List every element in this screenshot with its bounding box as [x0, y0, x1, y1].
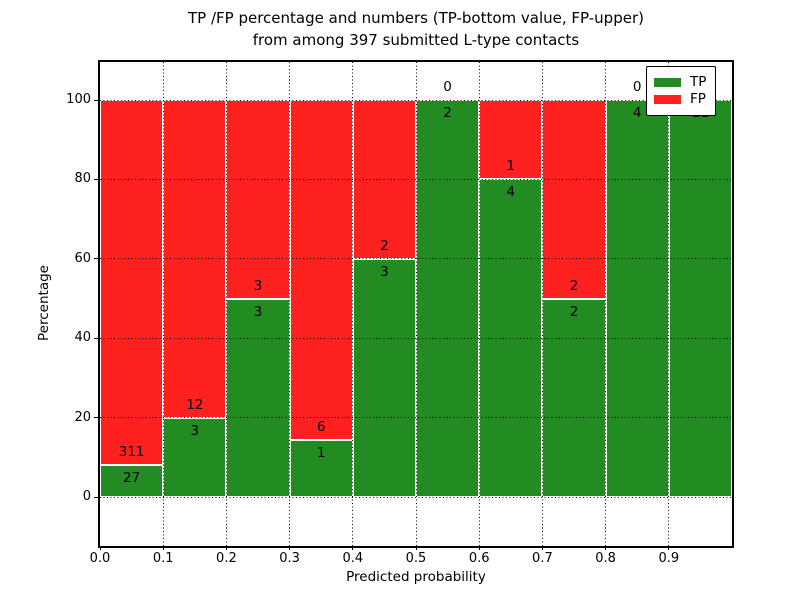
tp-bar-segment: [100, 465, 164, 497]
tp-count-label: 4: [632, 105, 642, 121]
tp-count-label: 2: [443, 105, 452, 121]
x-tick-mark: [415, 546, 417, 550]
x-tick-mark: [668, 546, 670, 550]
y-gridline: [100, 178, 732, 180]
fp-bar-segment: [100, 100, 164, 466]
tp-bar-segment: [352, 258, 416, 497]
tp-bar-segment: [163, 417, 227, 497]
tp-count-label: 3: [190, 422, 200, 439]
x-tick-label: 0.5: [405, 551, 427, 566]
x-gridline: [415, 62, 417, 546]
y-tick-mark: [94, 99, 98, 101]
y-gridline: [100, 496, 732, 498]
x-tick-mark: [225, 546, 227, 550]
fp-count-label: 2: [569, 277, 579, 294]
x-gridline: [541, 62, 543, 546]
tp-bar-segment: [605, 100, 669, 497]
y-tick-label: 20: [74, 409, 91, 425]
x-tick-label: 0.0: [89, 551, 111, 566]
x-tick-label: 0.9: [658, 551, 680, 566]
y-tick-label: 80: [74, 171, 91, 187]
y-axis-label: Percentage: [36, 265, 52, 341]
tp-bar-segment: [226, 298, 290, 497]
x-gridline: [605, 62, 607, 546]
fp-bar-segment: [542, 100, 606, 299]
fp-count-label: 0: [632, 79, 642, 95]
fp-count-label: 2: [380, 237, 389, 254]
tp-bar-segment: [668, 100, 732, 497]
x-tick-label: 0.6: [468, 551, 490, 566]
tp-count-label: 3: [380, 263, 389, 280]
x-gridline: [162, 62, 164, 546]
x-tick-mark: [162, 546, 164, 550]
x-tick-label: 0.2: [216, 551, 237, 566]
y-tick-mark: [94, 496, 98, 498]
tp-count-label: 1: [316, 445, 326, 462]
x-gridline: [668, 62, 670, 546]
x-tick-mark: [289, 546, 291, 550]
x-gridline: [289, 62, 291, 546]
y-gridline: [100, 258, 732, 260]
chart-title: TP /FP percentage and numbers (TP-bottom…: [98, 7, 734, 51]
legend-entry-tp: TP: [654, 75, 706, 90]
fp-bar-segment: [226, 100, 290, 299]
legend: TP FP: [646, 66, 717, 116]
y-gridline: [100, 99, 732, 101]
y-tick-label: 60: [74, 250, 91, 266]
tp-legend-swatch: [654, 78, 681, 87]
y-tick-label: 100: [66, 92, 91, 107]
fp-legend-label: FP: [690, 91, 706, 107]
x-tick-label: 0.8: [595, 551, 616, 566]
x-gridline: [352, 62, 354, 546]
x-tick-mark: [352, 546, 354, 550]
x-tick-label: 0.7: [532, 551, 553, 566]
x-tick-mark: [478, 546, 480, 550]
x-axis-label: Predicted probability: [346, 569, 486, 585]
y-tick-label: 40: [74, 330, 91, 346]
fp-legend-swatch: [654, 95, 681, 104]
y-gridline: [100, 337, 732, 339]
chart-title-line2: from among 397 submitted L-type contacts: [252, 31, 580, 49]
fp-count-label: 1: [506, 158, 516, 175]
x-tick-label: 0.3: [279, 551, 300, 566]
tp-bar-segment: [542, 298, 606, 497]
y-tick-label: 0: [82, 489, 91, 504]
fp-count-label: 6: [316, 419, 326, 436]
tp-count-label: 27: [123, 470, 141, 487]
tp-count-label: 3: [253, 303, 263, 320]
fp-count-label: 0: [443, 79, 452, 95]
fp-bar-segment: [289, 100, 353, 441]
y-tick-mark: [94, 417, 98, 419]
plot-area: 3112712333612302142204011: [98, 60, 734, 548]
x-tick-mark: [605, 546, 607, 550]
legend-entry-fp: FP: [654, 92, 706, 107]
x-tick-mark: [99, 546, 101, 550]
y-tick-mark: [94, 337, 98, 339]
tp-count-label: 2: [569, 303, 579, 320]
fp-count-label: 3: [253, 277, 263, 294]
x-gridline: [478, 62, 480, 546]
y-gridline: [100, 417, 732, 419]
x-gridline: [225, 62, 227, 546]
fp-bar-segment: [479, 100, 543, 180]
fp-count-label: 311: [118, 444, 145, 461]
tp-count-label: 4: [506, 184, 516, 201]
y-tick-mark: [94, 178, 98, 180]
x-tick-label: 0.4: [342, 551, 364, 566]
y-tick-mark: [94, 258, 98, 260]
chart-title-line1: TP /FP percentage and numbers (TP-bottom…: [188, 9, 644, 27]
tp-bar-segment: [416, 100, 480, 497]
x-tick-mark: [541, 546, 543, 550]
tp-legend-label: TP: [690, 74, 707, 90]
tp-bar-segment: [289, 440, 353, 497]
fp-count-label: 12: [186, 396, 204, 413]
x-tick-label: 0.1: [152, 551, 174, 566]
